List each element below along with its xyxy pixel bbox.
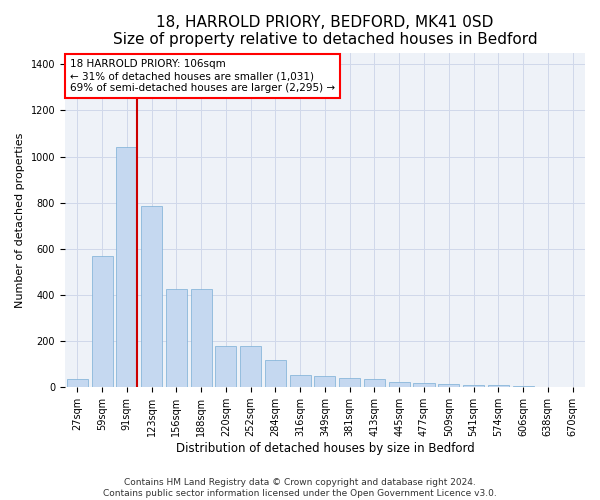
Title: 18, HARROLD PRIORY, BEDFORD, MK41 0SD
Size of property relative to detached hous: 18, HARROLD PRIORY, BEDFORD, MK41 0SD Si… [113,15,537,48]
Bar [389,382,410,387]
Bar [265,360,286,387]
Bar [92,256,113,387]
Bar [116,148,137,387]
Bar [141,206,162,387]
Text: 18 HARROLD PRIORY: 106sqm
← 31% of detached houses are smaller (1,031)
69% of se: 18 HARROLD PRIORY: 106sqm ← 31% of detac… [70,60,335,92]
Bar [438,384,460,387]
Bar [290,374,311,387]
Bar [512,386,533,387]
Bar [364,379,385,387]
Bar [215,346,236,387]
Bar [240,346,261,387]
Bar [166,289,187,387]
Bar [314,376,335,387]
Bar [67,379,88,387]
Bar [463,386,484,387]
Text: Contains HM Land Registry data © Crown copyright and database right 2024.
Contai: Contains HM Land Registry data © Crown c… [103,478,497,498]
Bar [413,383,434,387]
Y-axis label: Number of detached properties: Number of detached properties [15,132,25,308]
Bar [488,386,509,387]
X-axis label: Distribution of detached houses by size in Bedford: Distribution of detached houses by size … [176,442,475,455]
Bar [191,289,212,387]
Bar [339,378,360,387]
